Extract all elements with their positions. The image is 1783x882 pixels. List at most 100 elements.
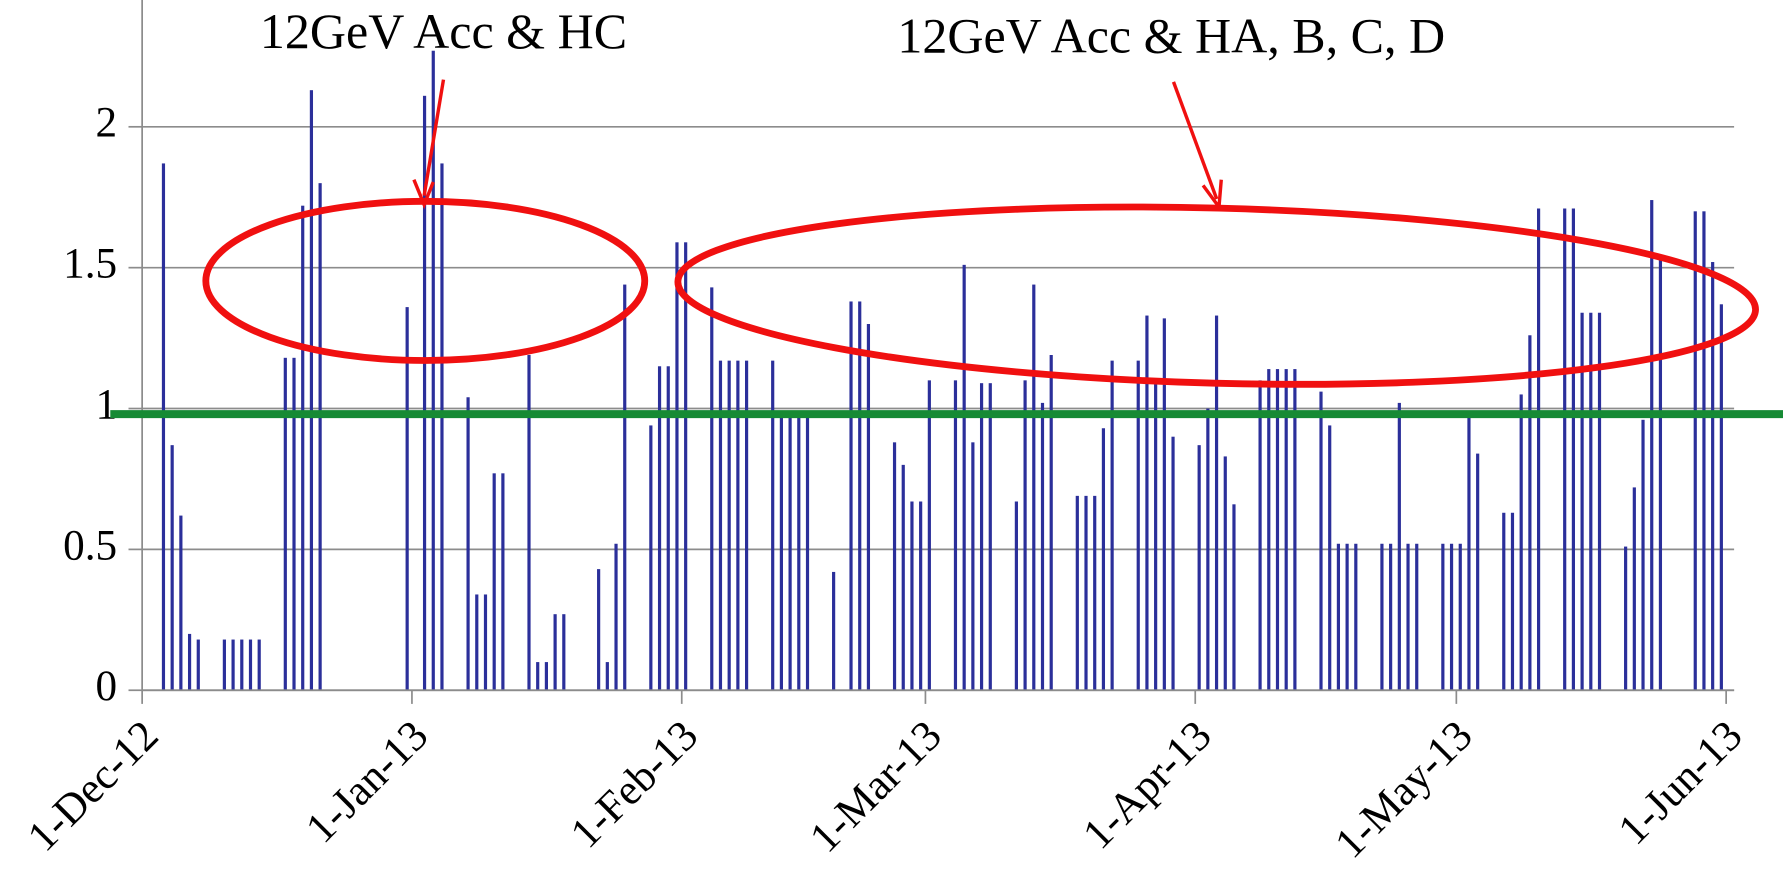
arrow [422,79,446,196]
y-tick-label: 1 [96,380,118,428]
bar [797,416,801,691]
bar [727,360,731,691]
bar [1258,380,1262,691]
bar [440,163,444,691]
bar [666,366,670,691]
bar [544,662,549,691]
bar [283,357,287,691]
bar [1580,312,1584,691]
bar [1093,495,1097,691]
y-tick-label: 2 [96,99,118,147]
bar [1075,495,1079,691]
bar [744,360,749,691]
bar [1110,360,1114,691]
bar [684,242,688,691]
axes: 0 0.5 1 1.5 2 1-Dec-12 1-Jan-13 1-Feb-13 1-Mar-1… [18,0,1752,867]
bar [1658,259,1663,691]
bar [170,445,174,691]
x-tick-label: 1-Jun-13 [1609,711,1752,854]
bar [1632,487,1636,691]
bar [1502,512,1506,691]
bar [927,380,931,691]
annotation-shapes [202,79,1759,388]
bar [1267,369,1271,691]
bar [1650,200,1654,691]
bar [1049,355,1053,691]
bar [431,50,435,691]
bar [1023,380,1027,691]
bar [962,264,966,691]
bar [979,383,984,691]
x-tick-label: 1-Mar-13 [800,711,950,861]
bar [605,662,609,691]
bar [953,380,958,691]
bar [1415,543,1419,691]
bar [483,594,488,691]
y-tick-label: 0 [96,662,118,710]
bar [1519,394,1523,691]
annotation: 12GeV Acc & HA, B, C, D [897,7,1445,63]
bar [536,662,540,691]
bar [318,183,322,691]
bar [1693,211,1697,691]
bar [1702,211,1706,691]
bar [1597,312,1602,691]
bar [475,594,479,691]
bar [196,639,200,691]
bar [553,614,557,691]
arrow-head [412,179,435,210]
bar [919,501,923,691]
bar [292,357,296,691]
bar [1397,402,1401,691]
bar [527,355,531,691]
bar [1145,315,1149,691]
bar [1214,315,1219,691]
x-tick-label: 1-May-13 [1326,711,1482,867]
bar [988,383,992,691]
bar [1449,543,1454,691]
bar [736,360,740,691]
bar [597,569,601,691]
bar [971,442,975,691]
bar [718,360,723,691]
bar [1536,208,1541,691]
bar [788,416,792,691]
bar [1510,512,1515,691]
bar [1232,504,1236,691]
bar [1528,335,1532,691]
bar [805,416,810,691]
annotation: 12GeV Acc & HC [260,3,627,59]
bar [1101,428,1106,691]
bar [1197,445,1201,691]
bar [892,442,897,691]
bar [1293,369,1297,691]
arrow-head [1201,179,1223,212]
bar [240,639,244,691]
bar [1206,408,1210,691]
bar [1336,543,1341,691]
bar [849,301,853,691]
bar [161,163,166,691]
y-tick-label: 0.5 [63,521,117,569]
bar [1563,208,1567,691]
bar [1040,402,1045,691]
bar [492,473,496,691]
y-tick-label: 1.5 [63,240,117,288]
bar [1136,360,1140,691]
bar [1275,369,1280,691]
bar [301,205,305,691]
bar [675,242,679,691]
bar [1624,546,1628,691]
bar [1032,284,1036,691]
bar [1406,543,1410,691]
bar [649,425,653,691]
bar [1641,419,1645,691]
bar [1319,391,1323,691]
bar [1467,416,1471,691]
x-tick-label: 1-Dec-12 [18,711,167,860]
bar [231,639,235,691]
bar [501,473,505,691]
x-tick-label: 1-Apr-13 [1074,711,1221,858]
bar [1389,543,1393,691]
